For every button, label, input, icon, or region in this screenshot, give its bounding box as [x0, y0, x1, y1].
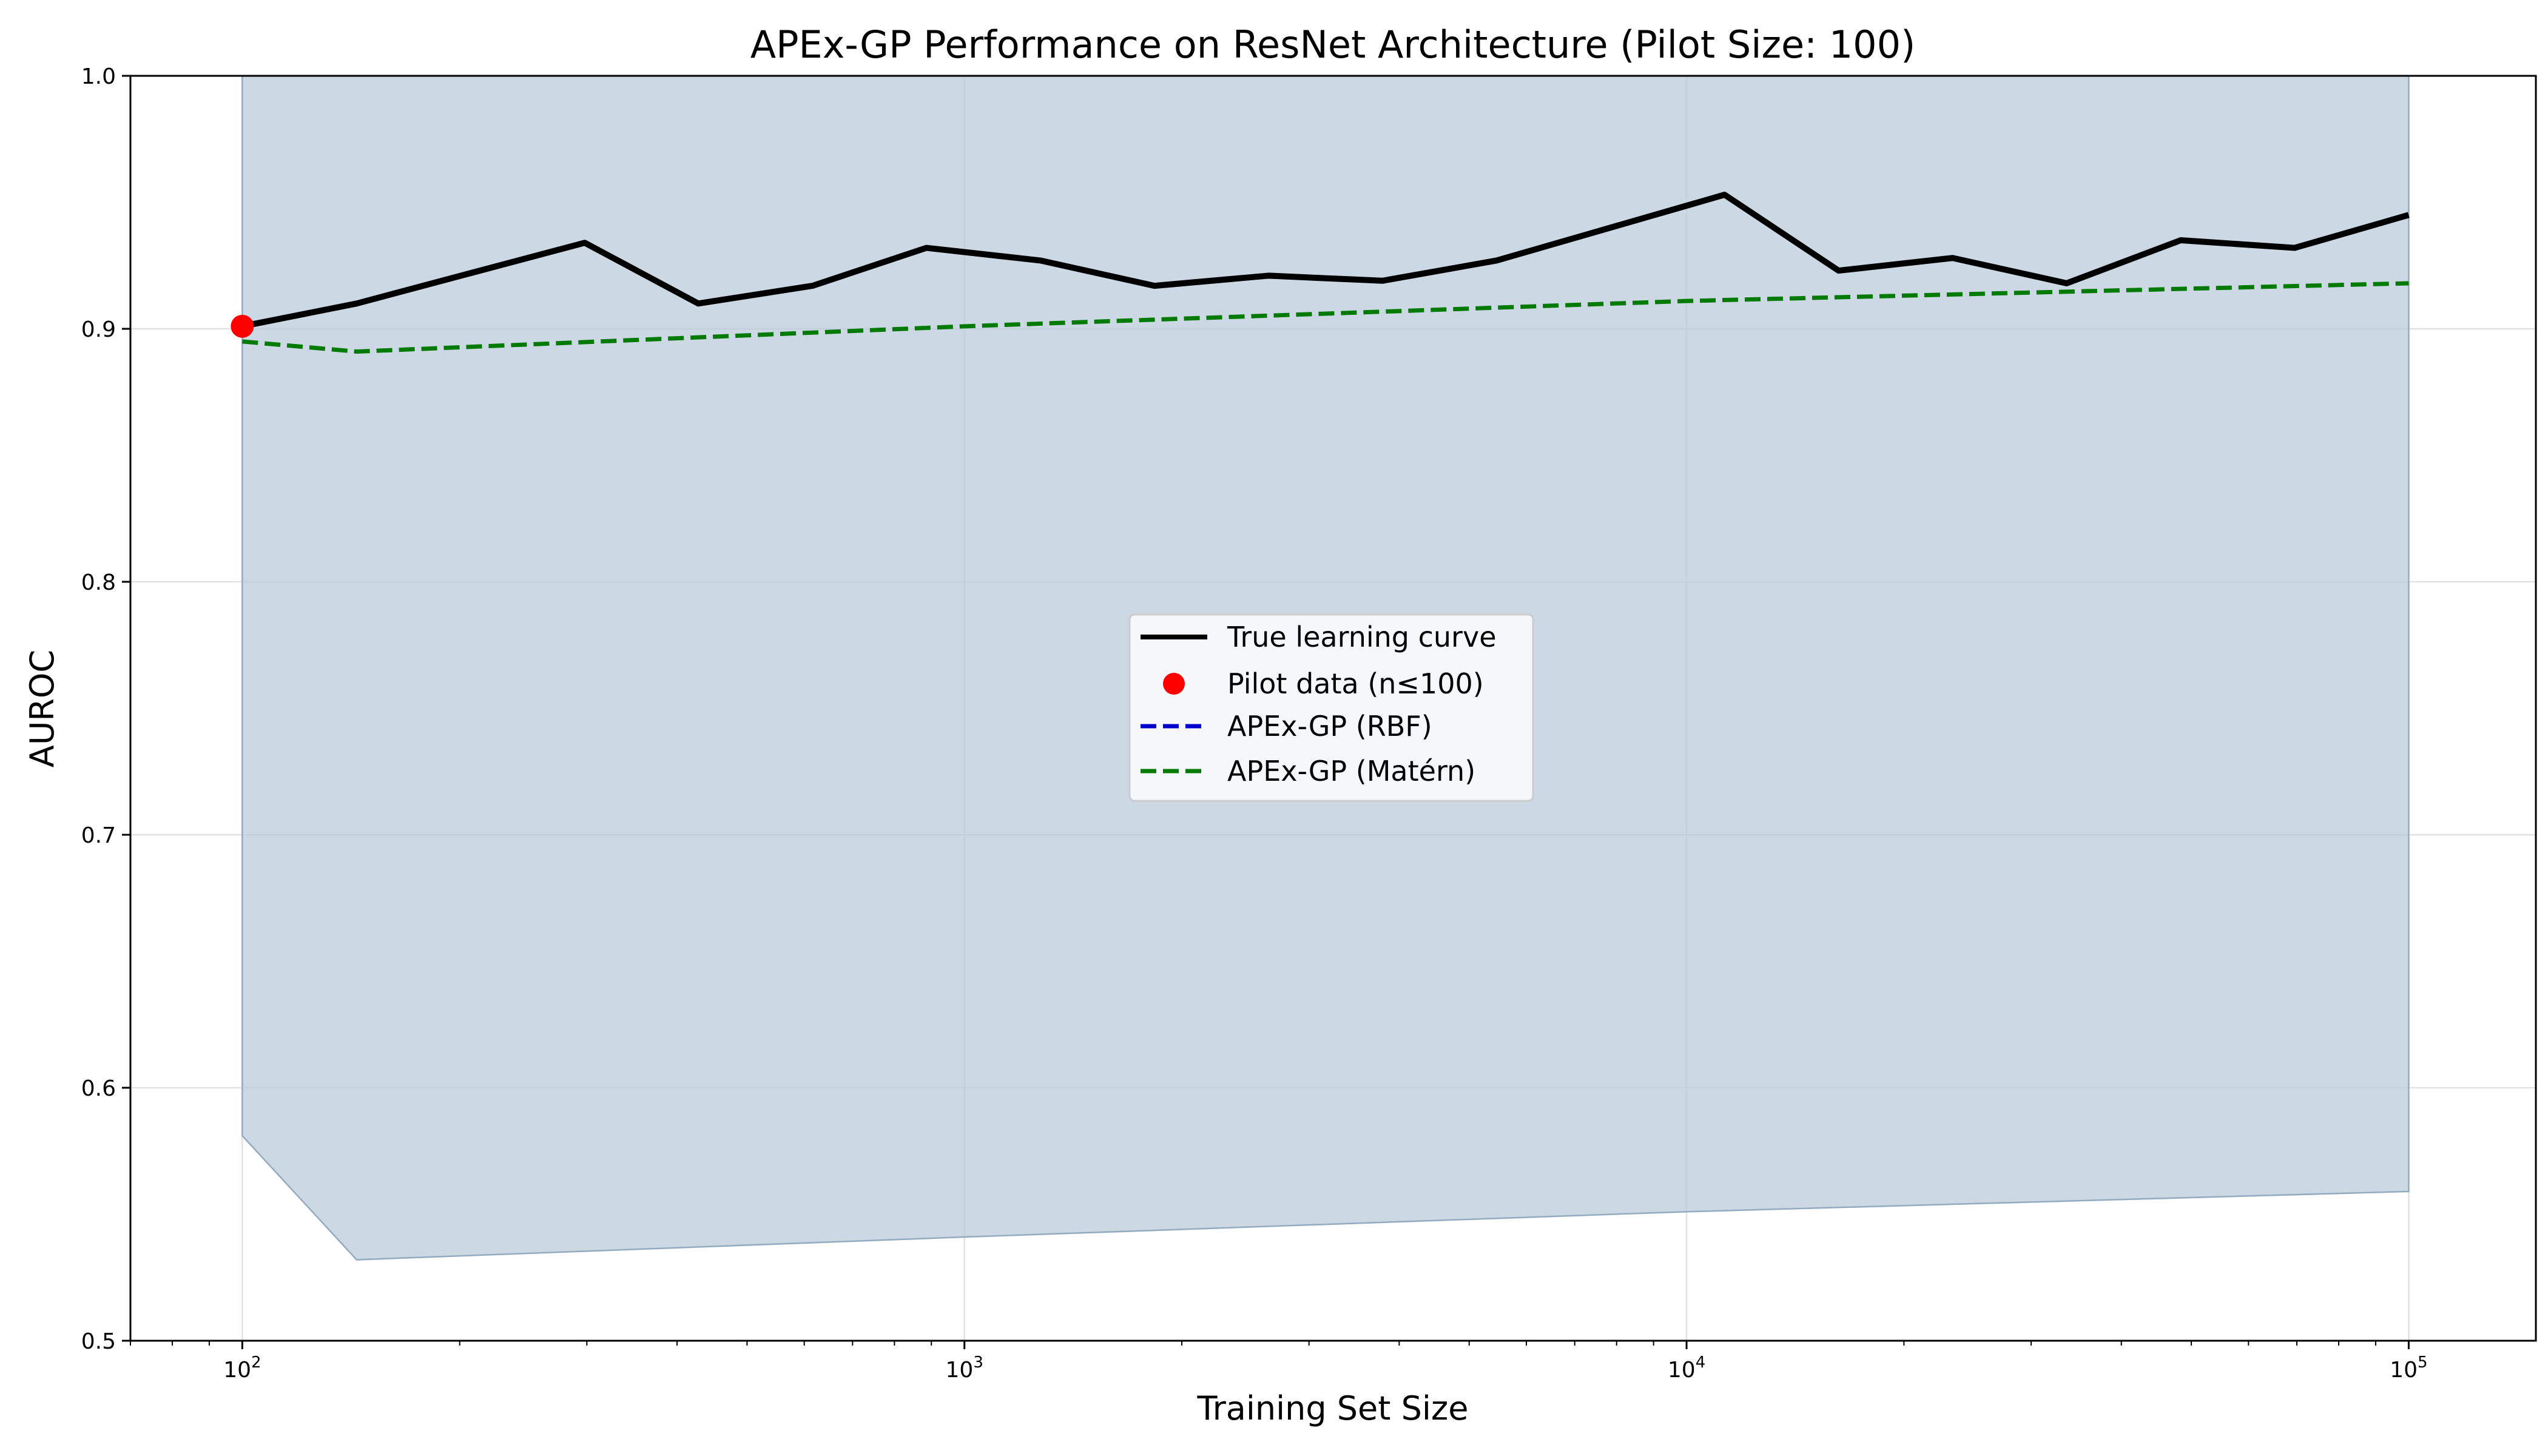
series-line-3: [242, 281, 2409, 354]
y-tick-label: 0.6: [81, 1076, 116, 1101]
legend-label-pilot: Pilot data (n≤100): [1227, 667, 1484, 700]
legend-label-rbf: APEx-GP (RBF): [1227, 710, 1432, 743]
legend-swatch-pilot: [1163, 673, 1185, 695]
tick-labels: 102 103 104 105 0.5 0.6 0.7 0.8 0.9 1.0: [81, 64, 2428, 1383]
x-axis-label: Training Set Size: [1197, 1389, 1469, 1427]
legend-label-matern: APEx-GP (Matérn): [1227, 755, 1475, 787]
x-tick-label: 103: [946, 1353, 983, 1383]
y-axis-label: AUROC: [23, 650, 61, 767]
y-tick-label: 0.5: [81, 1329, 116, 1354]
x-tick-label: 104: [1668, 1353, 1705, 1383]
x-tick-label: 102: [223, 1353, 261, 1383]
chart-title: APEx-GP Performance on ResNet Architectu…: [750, 22, 1916, 67]
legend: True learning curve Pilot data (n≤100) A…: [1128, 613, 1534, 802]
y-tick-label: 1.0: [81, 64, 116, 89]
plot-area-frame: [129, 75, 2537, 1342]
legend-box: [1128, 613, 1534, 802]
series-line-0: [241, 191, 2410, 329]
series-layer: [231, 191, 2410, 354]
x-tick-label: 105: [2390, 1353, 2427, 1383]
y-tick-label: 0.9: [81, 317, 116, 342]
legend-label-true-curve: True learning curve: [1227, 621, 1497, 653]
pilot-data-point: [231, 314, 254, 338]
y-tick-label: 0.7: [81, 823, 116, 848]
y-tick-label: 0.8: [81, 570, 116, 595]
ticks: [122, 75, 2410, 1349]
